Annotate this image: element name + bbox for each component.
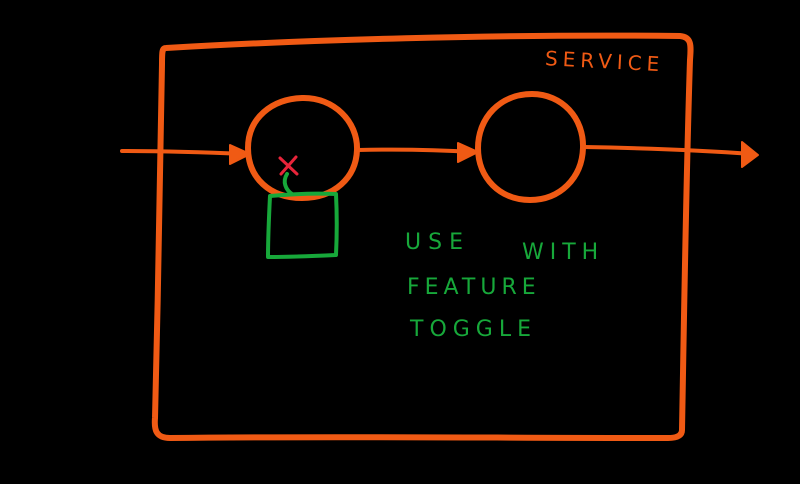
node-two: [475, 91, 587, 203]
node-one: [245, 94, 361, 201]
switch-mark-icon: [278, 155, 299, 176]
toggle-connector: [282, 172, 294, 196]
annotation-use: USE: [405, 230, 470, 255]
incoming-arrow-line: [120, 149, 248, 156]
connector-arrowhead: [457, 142, 479, 163]
feature-toggle-box: [266, 191, 339, 259]
service-boundary: [151, 32, 694, 441]
annotation-toggle: TOGGLE: [409, 317, 537, 342]
outgoing-arrowhead: [741, 141, 759, 168]
service-label: SERVICE: [544, 46, 664, 76]
incoming-arrowhead: [229, 144, 251, 165]
annotation-feature: FEATURE: [407, 275, 541, 300]
annotation-with: WITH: [522, 240, 604, 265]
connector-arrow-line: [356, 147, 476, 154]
annotation: USE WITH FEATURE TOGGLE: [405, 230, 604, 342]
outgoing-arrow-line: [582, 145, 754, 156]
